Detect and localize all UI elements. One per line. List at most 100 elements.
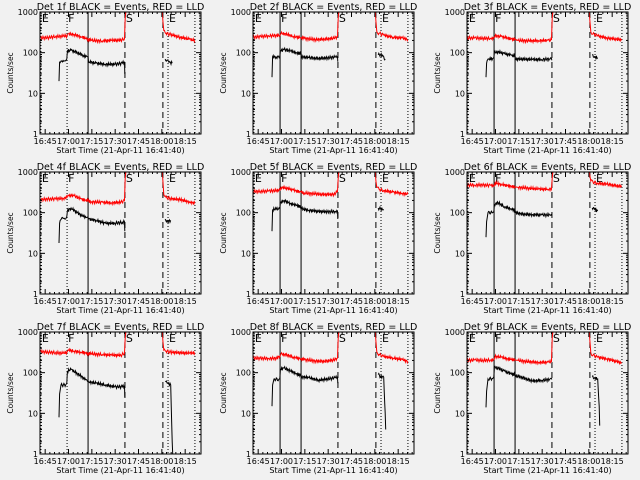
x-tick-label: 17:30 bbox=[317, 457, 340, 466]
series-events-line bbox=[377, 205, 385, 213]
marker-label: E bbox=[382, 12, 389, 25]
x-tick-label: 18:15 bbox=[174, 297, 197, 306]
panel-title: Det 3f BLACK = Events, RED = LLD bbox=[464, 2, 632, 13]
y-tick-label: 1000 bbox=[231, 328, 251, 337]
marker-label: E bbox=[255, 332, 262, 345]
y-tick-label: 1 bbox=[460, 450, 465, 459]
x-tick-label: 17:30 bbox=[531, 137, 554, 146]
x-tick-label: 17:00 bbox=[57, 297, 80, 306]
x-tick-label: 17:45 bbox=[127, 137, 150, 146]
series-lld-line bbox=[374, 332, 409, 365]
marker-label: E bbox=[169, 332, 176, 345]
series-events-line bbox=[164, 380, 174, 454]
series-lld-line bbox=[40, 12, 127, 45]
x-tick-label: 17:15 bbox=[293, 297, 316, 306]
series-lld-line bbox=[374, 12, 409, 42]
marker-label: S bbox=[553, 332, 560, 345]
x-tick-label: 18:15 bbox=[387, 457, 410, 466]
marker-label: E bbox=[42, 12, 49, 25]
x-tick-label: 16:45 bbox=[34, 137, 57, 146]
plot-frame bbox=[39, 171, 202, 295]
series-lld-line bbox=[588, 12, 623, 43]
series-events-line bbox=[164, 218, 172, 224]
marker-label: S bbox=[126, 172, 133, 185]
y-tick-label: 10 bbox=[455, 89, 465, 98]
x-axis-label: Start Time (21-Apr-11 16:41:40) bbox=[269, 306, 397, 315]
series-lld-line bbox=[467, 172, 554, 193]
y-tick-label: 10 bbox=[28, 89, 38, 98]
x-tick-label: 17:45 bbox=[554, 457, 577, 466]
x-tick-label: 16:45 bbox=[34, 457, 57, 466]
marker-label: S bbox=[339, 332, 346, 345]
series-lld-line bbox=[588, 172, 623, 189]
y-axis-label: Counts/sec bbox=[433, 52, 442, 93]
x-axis-label: Start Time (21-Apr-11 16:41:40) bbox=[483, 466, 611, 475]
x-tick-label: 17:00 bbox=[484, 137, 507, 146]
y-tick-label: 1000 bbox=[445, 328, 465, 337]
series-lld-line bbox=[253, 172, 340, 198]
plot-frame bbox=[466, 11, 629, 135]
x-tick-label: 16:45 bbox=[247, 137, 270, 146]
x-tick-label: 17:00 bbox=[270, 457, 293, 466]
y-axis-label: Counts/sec bbox=[433, 372, 442, 413]
y-tick-label: 10 bbox=[455, 409, 465, 418]
x-tick-label: 18:15 bbox=[387, 297, 410, 306]
marker-label: S bbox=[339, 172, 346, 185]
y-tick-label: 1 bbox=[246, 130, 251, 139]
series-events-line bbox=[591, 374, 601, 426]
x-tick-label: 17:30 bbox=[317, 297, 340, 306]
series-lld-line bbox=[253, 332, 340, 365]
y-axis-label: Counts/sec bbox=[219, 372, 228, 413]
plot-frame bbox=[39, 11, 202, 135]
y-tick-label: 100 bbox=[450, 209, 465, 218]
x-tick-label: 17:15 bbox=[507, 457, 530, 466]
marker-label: F bbox=[281, 172, 287, 185]
series-events-line bbox=[58, 366, 126, 418]
x-tick-label: 17:00 bbox=[57, 457, 80, 466]
series-lld-line bbox=[40, 332, 127, 359]
x-tick-label: 17:45 bbox=[554, 137, 577, 146]
y-tick-label: 1000 bbox=[445, 168, 465, 177]
y-axis-label: Counts/sec bbox=[219, 52, 228, 93]
x-tick-label: 16:45 bbox=[461, 297, 484, 306]
y-tick-label: 100 bbox=[450, 49, 465, 58]
marker-label: E bbox=[469, 12, 476, 25]
series-events-line bbox=[164, 58, 173, 67]
y-tick-label: 100 bbox=[236, 369, 251, 378]
y-tick-label: 1 bbox=[246, 450, 251, 459]
marker-label: F bbox=[68, 12, 74, 25]
x-tick-label: 16:45 bbox=[461, 137, 484, 146]
y-tick-label: 10 bbox=[241, 249, 251, 258]
y-tick-label: 10 bbox=[28, 249, 38, 258]
x-tick-label: 18:15 bbox=[601, 457, 624, 466]
x-tick-label: 18:00 bbox=[577, 457, 600, 466]
marker-label: S bbox=[126, 12, 133, 25]
marker-label: S bbox=[339, 12, 346, 25]
series-events-line bbox=[377, 372, 387, 430]
series-lld-line bbox=[467, 12, 554, 45]
series-lld-line bbox=[40, 172, 127, 207]
panel-title: Det 2f BLACK = Events, RED = LLD bbox=[250, 2, 418, 13]
series-events-line bbox=[271, 46, 339, 78]
y-axis-label: Counts/sec bbox=[6, 212, 15, 253]
x-tick-label: 17:30 bbox=[531, 297, 554, 306]
series-events-line bbox=[377, 51, 386, 61]
series-lld-line bbox=[588, 332, 622, 366]
x-tick-label: 17:45 bbox=[554, 297, 577, 306]
plot-frame bbox=[252, 11, 415, 135]
x-tick-label: 17:15 bbox=[507, 137, 530, 146]
marker-label: E bbox=[42, 172, 49, 185]
series-lld-line bbox=[253, 12, 340, 43]
x-tick-label: 17:45 bbox=[127, 297, 150, 306]
x-tick-label: 17:15 bbox=[507, 297, 530, 306]
x-tick-label: 17:15 bbox=[293, 457, 316, 466]
series-lld-line bbox=[467, 332, 554, 366]
x-tick-label: 17:30 bbox=[104, 297, 127, 306]
marker-label: E bbox=[382, 172, 389, 185]
